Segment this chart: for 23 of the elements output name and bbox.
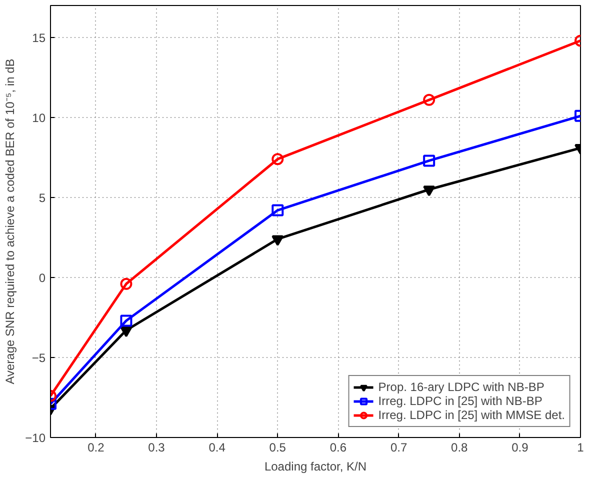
legend-label: Irreg. LDPC in [25] with MMSE det. bbox=[378, 408, 565, 422]
x-tick-label: 0.8 bbox=[451, 440, 468, 454]
y-tick-label: 15 bbox=[32, 31, 46, 45]
y-tick-label: −5 bbox=[32, 351, 46, 365]
x-tick-label: 0.4 bbox=[208, 440, 226, 454]
x-axis-title: Loading factor, K/N bbox=[264, 460, 367, 474]
legend-label: Prop. 16-ary LDPC with NB-BP bbox=[378, 380, 544, 394]
y-axis-title: Average SNR required to achieve a coded BER of 10⁻⁵, in dB bbox=[3, 58, 18, 384]
y-tick-label: 5 bbox=[38, 191, 46, 205]
y-tick-label: 0 bbox=[38, 271, 46, 285]
y-tick-label: 10 bbox=[32, 111, 46, 125]
x-tick-label: 0.7 bbox=[390, 440, 408, 454]
x-tick-label: 0.5 bbox=[269, 440, 286, 454]
x-tick-label: 1 bbox=[577, 440, 584, 454]
y-tick-label: −10 bbox=[25, 431, 46, 445]
x-tick-label: 0.6 bbox=[330, 440, 347, 454]
x-tick-label: 0.9 bbox=[512, 440, 529, 454]
point bbox=[272, 204, 284, 216]
point bbox=[272, 235, 284, 246]
x-tick-label: 0.2 bbox=[88, 440, 105, 454]
point bbox=[272, 153, 284, 166]
x-tick-label: 0.3 bbox=[148, 440, 166, 454]
legend-label: Irreg. LDPC in [25] with NB-BP bbox=[378, 394, 542, 408]
